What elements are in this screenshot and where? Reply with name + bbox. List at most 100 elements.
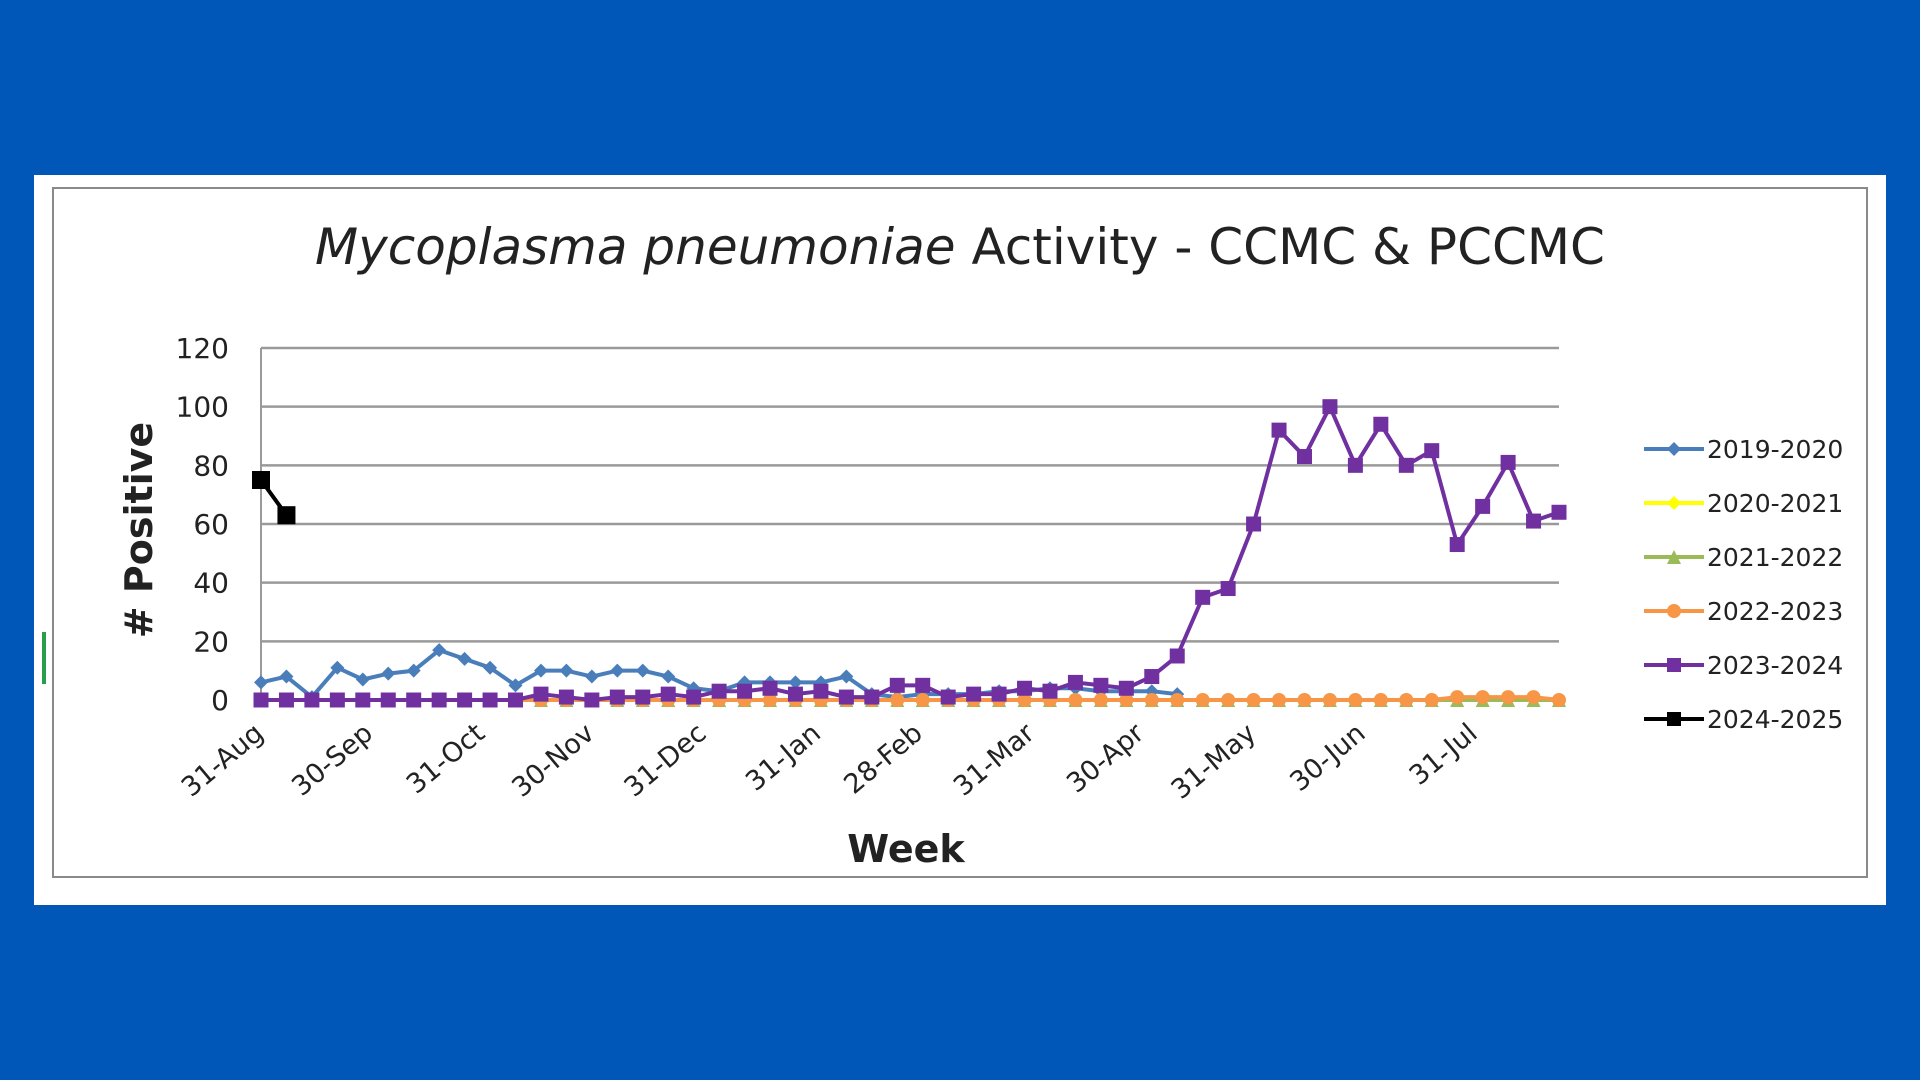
legend-item: 2023-2024 bbox=[1644, 651, 1843, 680]
data-point bbox=[406, 663, 421, 678]
data-point bbox=[1093, 693, 1108, 707]
x-axis-label: Week bbox=[847, 827, 965, 871]
data-point bbox=[1246, 693, 1261, 707]
data-point bbox=[737, 683, 753, 699]
data-point bbox=[304, 692, 320, 708]
y-tick-label: 60 bbox=[193, 508, 229, 541]
data-point bbox=[1475, 690, 1490, 705]
data-point bbox=[890, 693, 905, 707]
data-point bbox=[1093, 677, 1109, 693]
data-point bbox=[278, 692, 294, 708]
data-point bbox=[1221, 693, 1236, 707]
data-point bbox=[1297, 693, 1312, 707]
x-tick-label: 31-Jan bbox=[740, 718, 827, 798]
data-point bbox=[1424, 443, 1440, 459]
data-point bbox=[1399, 693, 1414, 707]
data-point bbox=[1271, 422, 1287, 438]
data-point bbox=[355, 672, 370, 687]
data-point bbox=[1667, 658, 1681, 672]
chart-frame bbox=[52, 187, 1868, 878]
x-tick-label: 28-Feb bbox=[838, 718, 928, 801]
data-point bbox=[1169, 648, 1185, 664]
data-point bbox=[1526, 690, 1541, 705]
data-point bbox=[915, 693, 930, 707]
y-tick-label: 100 bbox=[176, 391, 229, 424]
data-point bbox=[839, 669, 854, 684]
data-point bbox=[457, 651, 472, 666]
data-point bbox=[889, 677, 905, 693]
data-point bbox=[483, 660, 498, 675]
data-point bbox=[966, 686, 982, 702]
x-tick-label: 30-Jun bbox=[1284, 718, 1371, 798]
data-point bbox=[1017, 680, 1033, 696]
legend-label: 2019-2020 bbox=[1707, 435, 1843, 464]
series-2023-2024 bbox=[253, 399, 1567, 708]
data-point bbox=[1144, 669, 1160, 685]
y-tick-label: 40 bbox=[193, 567, 229, 600]
data-point bbox=[1552, 693, 1566, 707]
chart-panel bbox=[34, 175, 1886, 905]
data-point bbox=[1449, 537, 1465, 553]
data-point bbox=[1246, 516, 1262, 532]
data-point bbox=[406, 692, 422, 708]
data-point bbox=[1296, 449, 1312, 465]
data-point bbox=[1220, 581, 1236, 597]
legend-label: 2021-2022 bbox=[1707, 543, 1843, 572]
x-tick-label: 31-May bbox=[1166, 718, 1262, 806]
legend-item: 2022-2023 bbox=[1644, 597, 1843, 626]
y-tick-label: 0 bbox=[211, 684, 229, 717]
data-point bbox=[686, 689, 702, 705]
data-point bbox=[1526, 513, 1542, 529]
data-point bbox=[279, 669, 294, 684]
data-point bbox=[788, 675, 803, 690]
data-point bbox=[330, 660, 345, 675]
data-point bbox=[1119, 693, 1134, 707]
data-point bbox=[813, 683, 829, 699]
data-point bbox=[254, 675, 268, 690]
legend-label: 2020-2021 bbox=[1707, 489, 1843, 518]
data-point bbox=[838, 689, 854, 705]
data-point bbox=[635, 663, 650, 678]
data-point bbox=[1475, 498, 1491, 514]
data-point bbox=[763, 693, 778, 707]
data-point bbox=[609, 689, 625, 705]
legend-label: 2024-2025 bbox=[1707, 705, 1843, 734]
data-point bbox=[1348, 693, 1363, 707]
data-point bbox=[1068, 693, 1083, 707]
data-point bbox=[1398, 457, 1414, 473]
legend-item: 2019-2020 bbox=[1644, 435, 1843, 464]
series-line bbox=[261, 401, 1560, 703]
x-tick-label: 31-Aug bbox=[176, 718, 270, 804]
data-point bbox=[431, 692, 447, 708]
x-tick-label: 31-Dec bbox=[619, 718, 713, 804]
data-point bbox=[991, 686, 1007, 702]
data-point bbox=[1667, 604, 1681, 618]
data-point bbox=[660, 686, 676, 702]
data-point bbox=[1067, 674, 1083, 690]
data-point bbox=[329, 692, 345, 708]
chart-title: Mycoplasma pneumoniae Activity - CCMC & … bbox=[315, 218, 1605, 276]
data-point bbox=[533, 686, 549, 702]
data-point bbox=[1195, 693, 1210, 707]
data-point bbox=[787, 686, 803, 702]
y-tick-label: 80 bbox=[193, 449, 229, 482]
x-tick-label: 31-Mar bbox=[948, 717, 1041, 802]
data-point bbox=[1667, 442, 1681, 456]
x-tick-label: 30-Sep bbox=[286, 718, 379, 803]
data-point bbox=[1450, 690, 1465, 705]
data-point bbox=[355, 692, 371, 708]
data-point bbox=[381, 666, 396, 681]
legend-item: 2020-2021 bbox=[1644, 489, 1843, 518]
legend-label: 2023-2024 bbox=[1707, 651, 1843, 680]
data-point bbox=[1322, 693, 1337, 707]
data-point bbox=[1347, 457, 1363, 473]
x-tick-label: 30-Nov bbox=[506, 718, 600, 804]
data-point bbox=[864, 689, 880, 705]
x-tick-label: 31-Jul bbox=[1404, 718, 1484, 792]
y-axis-label: # Positive bbox=[117, 422, 161, 638]
data-point bbox=[1170, 693, 1185, 707]
data-point bbox=[711, 683, 727, 699]
data-point bbox=[915, 677, 931, 693]
data-point bbox=[1118, 680, 1134, 696]
legend-item: 2024-2025 bbox=[1644, 705, 1843, 734]
